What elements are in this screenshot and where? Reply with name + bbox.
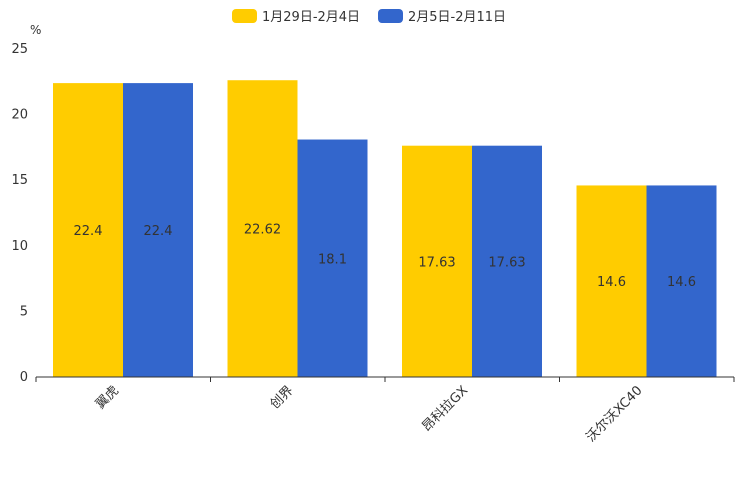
bar-series2-2 (472, 145, 542, 377)
legend-swatch (378, 9, 403, 23)
y-axis-unit-label: % (30, 23, 41, 37)
bar-value-label: 18.1 (318, 252, 347, 267)
y-axis-ticks: 0 5 10 15 20 25 (11, 42, 28, 385)
legend-item[interactable]: 1月29日-2月4日 (232, 9, 360, 25)
bar-series2-0 (123, 83, 193, 377)
y-tick-label: 0 (20, 370, 28, 385)
y-tick-label: 20 (11, 108, 28, 123)
x-category-label: 创界 (268, 383, 297, 412)
bar-value-label: 22.4 (144, 224, 173, 239)
bar-value-label: 22.4 (74, 224, 103, 239)
bars: 22.4 22.4 22.62 18.1 17.63 17.63 14.6 14.6 (53, 80, 717, 378)
x-category-label: 昂科拉GX (419, 383, 471, 435)
y-tick-label: 15 (11, 173, 28, 188)
y-tick-label: 10 (11, 239, 28, 254)
bar-series1-3 (576, 185, 647, 377)
legend-swatch (232, 9, 257, 23)
legend: 1月29日-2月4日 2月5日-2月11日 (232, 9, 506, 25)
bar-value-label: 14.6 (597, 275, 626, 290)
bar-series2-1 (297, 139, 368, 377)
bar-value-label: 22.62 (244, 223, 281, 238)
bar-series1-2 (402, 145, 472, 377)
bar-series1-0 (53, 83, 123, 377)
x-category-label: 沃尔沃XC40 (584, 383, 646, 445)
legend-label: 2月5日-2月11日 (408, 10, 506, 25)
bar-value-label: 17.63 (418, 255, 455, 270)
legend-label: 1月29日-2月4日 (262, 10, 360, 25)
y-tick-label: 25 (11, 42, 28, 57)
x-axis: 翼虎 创界 昂科拉GX 沃尔沃XC40 (35, 376, 735, 445)
bar-series1-1 (227, 80, 298, 378)
bar-value-label: 17.63 (488, 255, 525, 270)
x-category-label: 翼虎 (93, 383, 122, 412)
legend-item[interactable]: 2月5日-2月11日 (378, 9, 506, 25)
y-tick-label: 5 (20, 304, 28, 319)
bar-value-label: 14.6 (667, 275, 696, 290)
bar-series2-3 (646, 185, 717, 377)
